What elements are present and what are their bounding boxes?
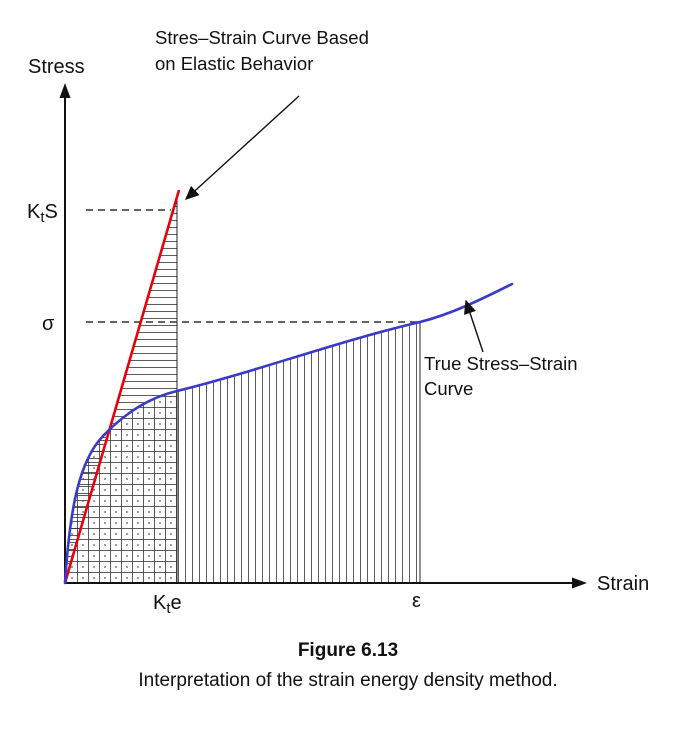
true-curve-annotation-line2: Curve [424,378,473,399]
true-curve-annotation-line1: True Stress–Strain [424,353,578,374]
region-under-curve-right [177,322,420,583]
true-curve-annotation-arrow [464,299,484,353]
tick-label-kts: KtS [27,201,58,226]
tick-label-sigma: σ [42,313,55,335]
true-stress-strain-curve [63,282,514,585]
x-axis-label: Strain [597,573,649,595]
x-axis-arrowhead-icon [572,577,587,589]
region-under-curve-left [65,391,177,583]
elastic-annotation-line1: Stres–Strain Curve Based [155,27,369,48]
tick-label-epsilon: ε [412,590,421,612]
elastic-annotation-arrow [184,95,300,200]
tick-label-kte: Kte [153,592,182,617]
y-axis-arrowhead-icon [59,83,71,98]
figure-caption-text: Interpretation of the strain energy dens… [138,670,557,691]
elastic-annotation-line2: on Elastic Behavior [155,53,313,74]
figure-caption-title: Figure 6.13 [298,640,398,661]
elastic-stress-strain-line [63,189,181,584]
y-axis-label: Stress [28,56,85,78]
